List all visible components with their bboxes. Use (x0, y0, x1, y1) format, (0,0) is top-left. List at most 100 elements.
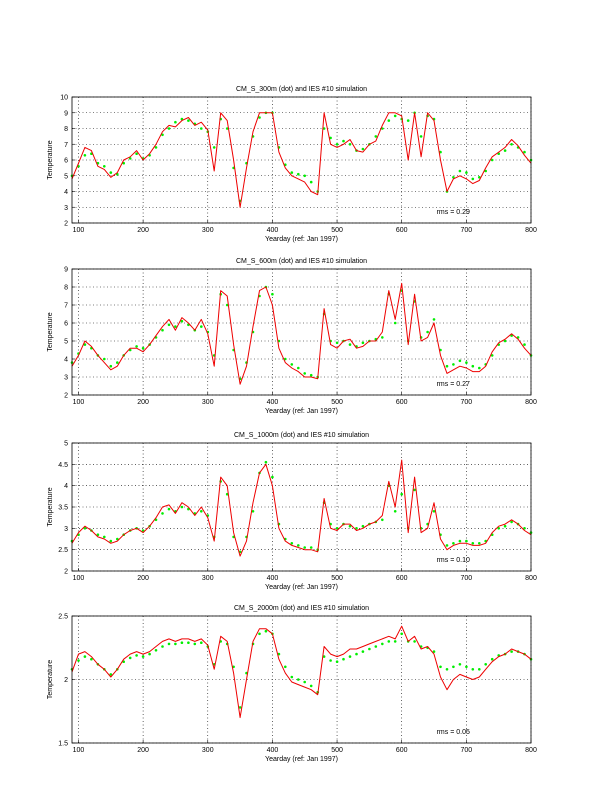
data-point (393, 510, 397, 513)
data-point (122, 161, 125, 165)
data-point (503, 149, 507, 152)
x-tick-label: 400 (267, 747, 279, 754)
x-tick-label: 600 (396, 575, 408, 582)
data-point (484, 169, 488, 173)
data-point (303, 680, 307, 684)
data-point (180, 505, 184, 509)
y-tick-label: 9 (64, 267, 68, 274)
data-point (503, 524, 507, 528)
data-point (200, 510, 203, 513)
data-point (484, 663, 488, 666)
x-tick-label: 800 (525, 747, 537, 754)
data-point (200, 325, 203, 328)
y-tick-label: 7 (64, 303, 68, 310)
x-tick-label: 500 (331, 747, 343, 754)
data-point (458, 539, 462, 543)
data-point (458, 663, 462, 666)
data-point (419, 135, 423, 138)
data-point (452, 176, 455, 179)
series-simulation-line (71, 282, 532, 385)
x-tick-label: 200 (137, 399, 149, 406)
data-point (458, 359, 462, 363)
data-point (258, 116, 261, 119)
data-point (271, 475, 274, 479)
data-point (400, 492, 404, 496)
y-axis-label: Temperature (47, 312, 54, 351)
data-point (348, 524, 352, 528)
x-tick-label: 300 (202, 399, 214, 406)
data-point (174, 120, 177, 124)
data-point (109, 171, 113, 174)
data-point (83, 527, 87, 530)
data-point (348, 655, 352, 658)
data-point (309, 373, 313, 377)
y-tick-label: 2.5 (58, 547, 68, 554)
y-tick-label: 5 (64, 441, 68, 448)
data-point (432, 510, 436, 513)
data-point (342, 657, 345, 661)
data-point (200, 127, 203, 130)
data-point (523, 527, 526, 530)
data-point (393, 114, 397, 118)
data-point (432, 318, 436, 321)
y-tick-label: 8 (64, 126, 68, 133)
x-tick-label: 100 (73, 747, 85, 754)
data-point (251, 510, 255, 513)
data-point (439, 150, 442, 154)
data-point (284, 357, 287, 361)
data-point (335, 660, 339, 663)
y-tick-label: 3 (64, 526, 68, 533)
data-point (167, 642, 171, 646)
x-axis-label: Yearday (ref: Jan 1997) (265, 756, 338, 763)
data-point (303, 372, 307, 375)
data-point (161, 328, 164, 332)
data-point (167, 507, 171, 511)
y-axis-label: Temperature (47, 140, 54, 179)
data-point (290, 675, 294, 679)
x-tick-label: 300 (202, 575, 214, 582)
data-point (135, 654, 138, 657)
data-point (471, 364, 475, 368)
y-tick-label: 5 (64, 339, 68, 346)
data-point (271, 292, 274, 296)
data-point (393, 321, 397, 325)
data-point (187, 641, 190, 644)
data-point (83, 343, 87, 346)
x-tick-label: 600 (396, 399, 408, 406)
x-tick-label: 600 (396, 227, 408, 234)
data-point (342, 139, 345, 143)
data-point (309, 180, 313, 184)
x-tick-label: 700 (461, 399, 473, 406)
data-point (445, 544, 449, 547)
plot-frame (71, 96, 532, 224)
data-point (167, 323, 171, 327)
data-point (109, 673, 113, 676)
x-tick-label: 400 (267, 399, 279, 406)
data-point (284, 665, 287, 669)
data-point (465, 361, 468, 364)
data-point (335, 143, 339, 146)
data-point (109, 539, 113, 543)
x-tick-label: 800 (525, 575, 537, 582)
rms-annotation: rms = 0.05 (437, 729, 470, 736)
data-point (490, 657, 494, 661)
data-point (387, 119, 391, 122)
y-tick-label: 2 (64, 677, 68, 684)
data-point (167, 127, 171, 130)
data-point (368, 647, 371, 651)
data-point (478, 176, 481, 179)
y-tick-label: 6 (64, 321, 68, 328)
x-tick-label: 100 (73, 399, 85, 406)
chart-title: CM_S_1000m (dot) and IES #10 simulation (234, 432, 369, 439)
series-simulation-line (71, 625, 532, 719)
data-point (523, 150, 526, 154)
data-point (148, 652, 151, 656)
data-point (154, 146, 158, 149)
data-point (135, 152, 138, 155)
data-point (103, 535, 106, 539)
data-point (329, 136, 332, 140)
chart-panel-1: 100 200 300 400 500 600 700 800 2 3 4 5 6 7 8 9 10 CM_S_3… (47, 86, 537, 243)
series-simulation-line (71, 112, 532, 208)
y-tick-label: 2 (64, 393, 68, 400)
